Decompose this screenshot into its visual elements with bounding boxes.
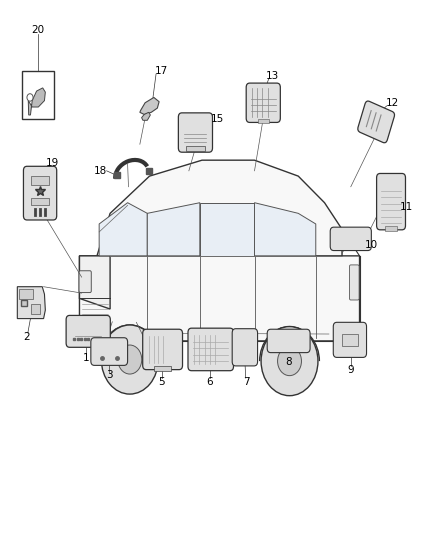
Polygon shape (28, 88, 45, 115)
Polygon shape (199, 203, 254, 256)
Circle shape (101, 325, 158, 394)
FancyBboxPatch shape (232, 329, 257, 366)
Bar (153, 366, 171, 371)
Bar (384, 225, 396, 231)
Circle shape (117, 345, 141, 374)
Bar (341, 334, 357, 346)
FancyBboxPatch shape (91, 338, 127, 366)
FancyBboxPatch shape (79, 271, 91, 293)
Text: 3: 3 (106, 370, 112, 381)
Text: 1: 1 (82, 353, 89, 363)
FancyBboxPatch shape (267, 329, 309, 353)
Text: 8: 8 (285, 357, 291, 367)
Text: 6: 6 (206, 377, 213, 387)
Text: 15: 15 (210, 114, 223, 124)
Polygon shape (17, 287, 45, 319)
FancyBboxPatch shape (332, 322, 366, 358)
Circle shape (277, 346, 301, 376)
Text: 5: 5 (158, 377, 165, 387)
Bar (186, 146, 204, 151)
Bar (21, 71, 54, 119)
Circle shape (261, 327, 317, 395)
FancyBboxPatch shape (142, 329, 182, 369)
Text: 10: 10 (364, 240, 378, 250)
Polygon shape (141, 112, 150, 120)
Text: 12: 12 (385, 98, 398, 108)
Text: 9: 9 (347, 365, 353, 375)
FancyBboxPatch shape (329, 227, 371, 251)
FancyBboxPatch shape (357, 101, 394, 143)
Polygon shape (79, 256, 359, 341)
Bar (31, 198, 49, 205)
Circle shape (27, 94, 33, 101)
Polygon shape (99, 203, 147, 256)
Text: 18: 18 (94, 166, 107, 176)
Bar (19, 289, 33, 299)
FancyBboxPatch shape (66, 316, 110, 348)
FancyBboxPatch shape (349, 265, 358, 300)
Polygon shape (97, 160, 341, 256)
Text: 20: 20 (31, 26, 44, 36)
Polygon shape (79, 256, 110, 309)
Bar (31, 176, 49, 184)
Polygon shape (254, 203, 315, 256)
Polygon shape (140, 98, 159, 115)
FancyBboxPatch shape (23, 166, 57, 220)
FancyBboxPatch shape (376, 173, 405, 230)
Text: 2: 2 (24, 332, 30, 342)
Bar (31, 304, 40, 314)
Text: 13: 13 (265, 71, 278, 81)
Bar (257, 119, 268, 123)
Text: 19: 19 (46, 158, 59, 168)
Text: 17: 17 (155, 66, 168, 76)
FancyBboxPatch shape (178, 113, 212, 152)
FancyBboxPatch shape (187, 328, 233, 370)
Text: 7: 7 (243, 377, 249, 387)
Polygon shape (147, 203, 199, 256)
Text: 11: 11 (399, 202, 413, 212)
FancyBboxPatch shape (246, 83, 280, 123)
